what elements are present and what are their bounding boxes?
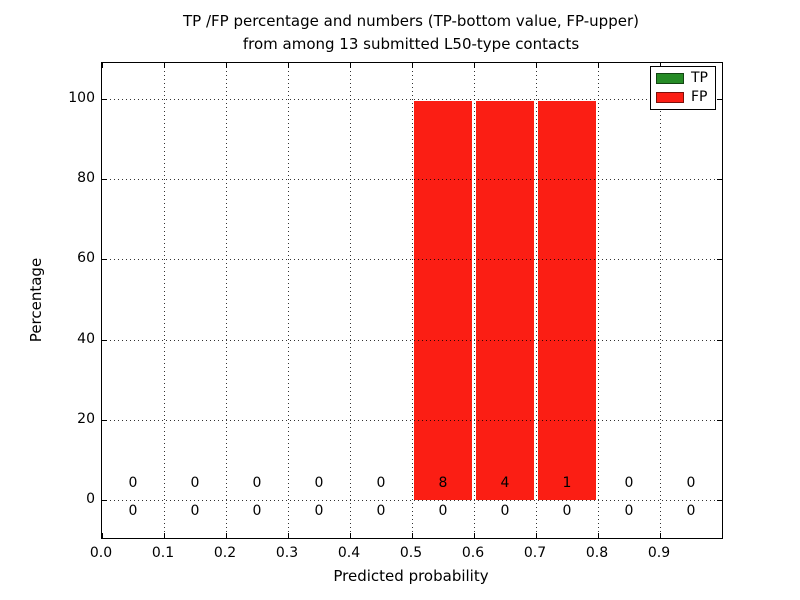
y-tick-label: 20 (77, 410, 95, 427)
fp-count-label: 0 (686, 475, 696, 491)
tp-count-label: 0 (128, 503, 138, 519)
y-tick-mark (102, 339, 107, 341)
y-tick-mark (717, 419, 722, 421)
bar-fp (414, 101, 472, 500)
x-tick-mark (350, 63, 351, 68)
y-tick-mark (102, 499, 107, 501)
x-tick-mark (474, 63, 475, 68)
fp-count-label: 4 (500, 475, 510, 491)
legend-entry-tp: TP (656, 71, 708, 86)
fp-count-label: 8 (438, 475, 448, 491)
x-axis-label: Predicted probability (333, 567, 489, 585)
y-tick-mark (102, 259, 107, 261)
y-tick-mark (717, 499, 722, 501)
y-tick-mark (717, 339, 722, 341)
tp-count-label: 0 (624, 503, 634, 519)
fp-count-label: 0 (252, 475, 262, 491)
y-axis-label: Percentage (27, 257, 45, 343)
fp-count-label: 0 (128, 475, 138, 491)
legend-label-tp: TP (691, 70, 708, 86)
x-tick-label: 0.7 (523, 545, 547, 561)
x-tick-mark (102, 533, 103, 538)
x-tick-label: 0.8 (585, 545, 609, 561)
y-tick-label: 80 (77, 170, 95, 187)
x-tick-mark (598, 63, 599, 68)
gridline-v (412, 63, 413, 538)
x-tick-mark (288, 533, 289, 538)
bar-fp (538, 101, 596, 500)
x-tick-mark (412, 533, 413, 538)
gridline-v (288, 63, 289, 538)
tp-count-label: 0 (500, 503, 510, 519)
fp-count-label: 0 (624, 475, 634, 491)
bar-fp (476, 101, 534, 500)
y-tick-mark (717, 99, 722, 101)
x-tick-mark (288, 63, 289, 68)
legend-swatch-tp-icon (656, 73, 684, 84)
x-tick-mark (660, 533, 661, 538)
gridline-v (474, 63, 475, 538)
y-tick-mark (102, 179, 107, 181)
x-tick-label: 0.6 (461, 545, 485, 561)
y-tick-label: 40 (77, 330, 95, 347)
y-tick-label: 0 (86, 490, 95, 507)
legend-label-fp: FP (691, 89, 708, 105)
x-tick-label: 0.2 (213, 545, 237, 561)
y-tick-mark (717, 259, 722, 261)
legend-entry-fp: FP (656, 90, 708, 105)
x-tick-label: 0.9 (647, 545, 671, 561)
x-tick-mark (164, 533, 165, 538)
legend-swatch-fp-icon (656, 92, 684, 103)
fp-count-label: 0 (314, 475, 324, 491)
gridline-v (226, 63, 227, 538)
tp-count-label: 0 (376, 503, 386, 519)
x-tick-label: 0.4 (337, 545, 361, 561)
y-tick-mark (102, 99, 107, 101)
x-tick-mark (598, 533, 599, 538)
x-tick-mark (350, 533, 351, 538)
gridline-v (350, 63, 351, 538)
x-tick-mark (226, 63, 227, 68)
y-tick-mark (102, 419, 107, 421)
x-tick-label: 0.1 (151, 545, 175, 561)
tp-count-label: 0 (562, 503, 572, 519)
plot-area: TP FP 0 0 0 0 0 0 0 0 0 0 0 0 0 0 0 8 4 1 0 0 (101, 62, 723, 539)
gridline-v (660, 63, 661, 538)
x-tick-mark (536, 63, 537, 68)
x-tick-mark (164, 63, 165, 68)
legend: TP FP (650, 66, 716, 110)
gridline-v (536, 63, 537, 538)
x-tick-mark (412, 63, 413, 68)
tp-count-label: 0 (314, 503, 324, 519)
x-tick-label: 0.3 (275, 545, 299, 561)
x-tick-mark (102, 63, 103, 68)
gridline-v (164, 63, 165, 538)
y-tick-mark (717, 179, 722, 181)
tp-count-label: 0 (252, 503, 262, 519)
x-tick-mark (536, 533, 537, 538)
chart-title: TP /FP percentage and numbers (TP-bottom… (183, 12, 639, 53)
tp-count-label: 0 (190, 503, 200, 519)
gridline-v (598, 63, 599, 538)
fp-count-label: 0 (190, 475, 200, 491)
x-tick-mark (474, 533, 475, 538)
x-tick-mark (660, 63, 661, 68)
tp-count-label: 0 (438, 503, 448, 519)
fp-count-label: 1 (562, 475, 572, 491)
x-tick-mark (226, 533, 227, 538)
tp-count-label: 0 (686, 503, 696, 519)
y-tick-label: 60 (77, 250, 95, 267)
x-tick-label: 0.5 (399, 545, 423, 561)
fp-count-label: 0 (376, 475, 386, 491)
x-tick-label: 0.0 (89, 545, 113, 561)
y-tick-label: 100 (68, 90, 95, 107)
